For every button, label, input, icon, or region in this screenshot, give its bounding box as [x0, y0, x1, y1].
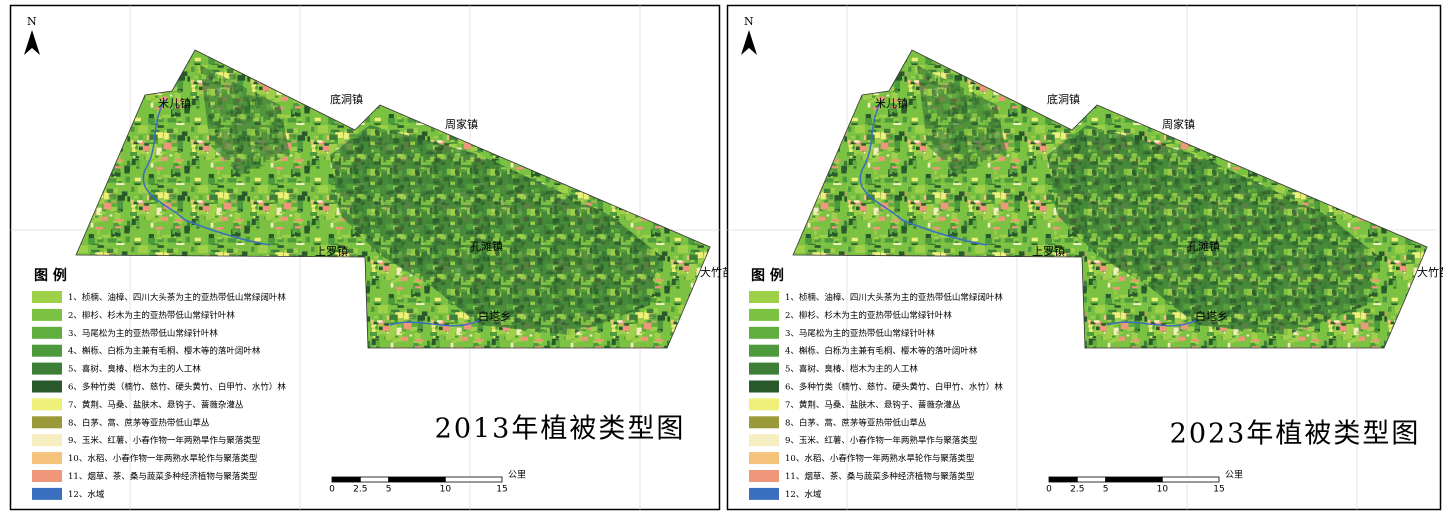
town-label: 底洞镇 [330, 92, 363, 106]
town-label: 白塔乡 [478, 309, 511, 323]
forest-zone [917, 65, 1007, 175]
scale-segment [1048, 476, 1078, 483]
legend-swatch [749, 487, 779, 500]
scale-tick-label: 15 [1213, 485, 1224, 495]
town-label: 周家镇 [445, 117, 478, 131]
legend-label: 8、白茅、蒿、蔗茅等亚热带低山草丛 [68, 417, 210, 428]
scale-unit: 公里 [1225, 470, 1243, 481]
scale-segment [388, 476, 446, 483]
scale-segment [359, 476, 390, 483]
legend-swatch [32, 416, 62, 429]
legend-label: 1、桢楠、油樟、四川大头茶为主的亚热带低山常绿阔叶林 [785, 292, 1003, 303]
scale-tick-label: 5 [1103, 485, 1109, 495]
town-label: 周家镇 [1162, 117, 1195, 131]
legend-label: 10、水稻、小春作物一年两熟水旱轮作与聚落类型 [785, 453, 975, 464]
scale-tick-label: 0 [329, 485, 335, 495]
north-label: N [27, 15, 37, 28]
legend-label: 2、柳杉、杉木为主的亚热带低山常绿针叶林 [68, 310, 235, 321]
legend-swatch [32, 380, 62, 393]
panel-title: 2023年植被类型图 [1170, 419, 1421, 450]
town-label: 米儿镇 [875, 96, 908, 110]
town-label: 孔滩镇 [470, 239, 503, 253]
legend-label: 3、马尾松为主的亚热带低山常绿针叶林 [68, 328, 218, 339]
legend-swatch [749, 416, 779, 429]
scale-tick-label: 2.5 [1070, 485, 1084, 495]
north-label: N [744, 15, 754, 28]
town-label: 米儿镇 [158, 96, 191, 110]
legend-swatch [749, 470, 779, 482]
north-arrow [24, 30, 40, 55]
legend-swatch [32, 487, 62, 500]
legend-swatch [749, 380, 779, 393]
forest-zone [330, 125, 660, 335]
legend-label: 2、柳杉、杉木为主的亚热带低山常绿针叶林 [785, 310, 952, 321]
forest-zone [200, 65, 290, 175]
town-label: 底洞镇 [1047, 92, 1080, 106]
legend-label: 1、桢楠、油樟、四川大头茶为主的亚热带低山常绿阔叶林 [68, 292, 286, 303]
scale-segment [331, 476, 361, 483]
legend-label: 7、黄荆、马桑、盐肤木、悬钩子、蔷薇杂灌丛 [785, 399, 961, 410]
legend-label: 4、槲栎、白栎为主兼有毛桐、樱木等的落叶阔叶林 [785, 346, 978, 357]
town-label: 孔滩镇 [1187, 239, 1220, 253]
legend-swatch [32, 362, 62, 375]
legend-swatch [749, 344, 779, 357]
legend-label: 11、烟草、茶、桑与蔬菜多种经济植物与聚落类型 [68, 471, 258, 482]
legend-swatch [749, 398, 779, 411]
river [859, 99, 1198, 327]
scale-tick-label: 5 [386, 485, 392, 495]
legend-swatch [749, 452, 779, 465]
legend-label: 6、多种竹类（楠竹、慈竹、硬头黄竹、白甲竹、水竹）林 [785, 382, 1003, 393]
legend-title: 图 例 [751, 267, 784, 284]
town-label: 白塔乡 [1195, 309, 1228, 323]
legend-swatch [32, 452, 62, 465]
scale-tick-label: 2.5 [353, 485, 367, 495]
legend-label: 10、水稻、小春作物一年两熟水旱轮作与聚落类型 [68, 453, 258, 464]
scale-tick-label: 0 [1046, 485, 1052, 495]
map-panel: 米儿镇底洞镇周家镇上罗镇孔滩镇大竹苗族乡白塔乡N图 例1、桢楠、油樟、四川大头茶… [9, 4, 755, 511]
scale-segment [444, 476, 503, 483]
legend-label: 6、多种竹类（楠竹、慈竹、硬头黄竹、白甲竹、水竹）林 [68, 382, 286, 393]
legend-swatch [749, 308, 779, 321]
legend-label: 9、玉米、红薯、小春作物一年两熟旱作与聚落类型 [68, 435, 261, 446]
legend-swatch [32, 308, 62, 321]
legend-label: 12、水域 [68, 489, 105, 500]
legend-swatch [749, 434, 779, 447]
town-label: 上罗镇 [1032, 244, 1065, 258]
north-arrow [741, 30, 757, 55]
legend-swatch [749, 326, 779, 339]
scale-unit: 公里 [508, 470, 526, 481]
legend-swatch [749, 362, 779, 375]
river [142, 99, 481, 327]
legend-label: 7、黄荆、马桑、盐肤木、悬钩子、蔷薇杂灌丛 [68, 399, 244, 410]
legend-label: 8、白茅、蒿、蔗茅等亚热带低山草丛 [785, 417, 927, 428]
panel-title: 2013年植被类型图 [435, 414, 686, 445]
legend-label: 12、水域 [785, 489, 822, 500]
legend-label: 4、槲栎、白栎为主兼有毛桐、樱木等的落叶阔叶林 [68, 346, 261, 357]
scale-segment [1076, 476, 1107, 483]
town-label: 上罗镇 [315, 244, 348, 258]
legend-swatch [32, 398, 62, 411]
scale-tick-label: 10 [440, 485, 452, 495]
scale-tick-label: 15 [496, 485, 507, 495]
legend-swatch [32, 326, 62, 339]
legend-swatch [32, 470, 62, 482]
scale-segment [1161, 476, 1220, 483]
legend-title: 图 例 [34, 267, 67, 284]
legend-label: 9、玉米、红薯、小春作物一年两熟旱作与聚落类型 [785, 435, 978, 446]
legend-label: 3、马尾松为主的亚热带低山常绿针叶林 [785, 328, 935, 339]
legend-label: 5、喜树、臭椿、桤木为主的人工林 [68, 364, 201, 375]
legend-swatch [32, 291, 62, 303]
legend-label: 11、烟草、茶、桑与蔬菜多种经济植物与聚落类型 [785, 471, 975, 482]
legend-swatch [32, 344, 62, 357]
legend-label: 5、喜树、臭椿、桤木为主的人工林 [785, 364, 918, 375]
scale-segment [1105, 476, 1163, 483]
town-label: 大竹苗族乡 [1417, 265, 1443, 279]
forest-zone [1047, 125, 1377, 335]
legend-swatch [749, 291, 779, 303]
scale-tick-label: 10 [1157, 485, 1169, 495]
legend-swatch [32, 434, 62, 447]
